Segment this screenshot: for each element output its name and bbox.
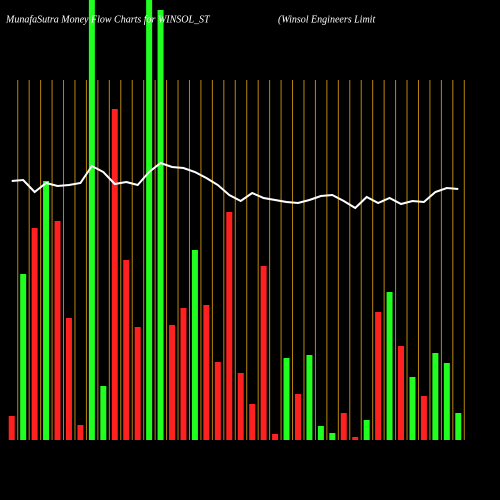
chart-subtitle: (Winsol Engineers Limit <box>278 14 375 25</box>
bar <box>226 212 233 440</box>
bar <box>306 355 313 440</box>
bar <box>214 362 221 440</box>
bar <box>43 181 50 440</box>
bar <box>294 394 301 440</box>
bar <box>375 312 382 440</box>
bar <box>54 221 61 440</box>
bar <box>8 416 15 440</box>
bar <box>111 109 118 440</box>
bar <box>146 0 153 440</box>
bar <box>100 386 107 440</box>
bar <box>203 305 210 440</box>
bar <box>352 437 359 440</box>
bar <box>283 358 290 440</box>
bar <box>260 266 267 440</box>
bar <box>317 426 324 440</box>
bar <box>123 260 130 440</box>
bar <box>249 404 256 440</box>
bar <box>20 274 27 440</box>
bar <box>77 425 84 440</box>
money-flow-line <box>11 161 459 210</box>
bar <box>134 327 141 440</box>
bar <box>432 353 439 440</box>
bars <box>8 0 462 440</box>
bar <box>169 325 176 440</box>
bar <box>329 433 336 440</box>
bar <box>398 346 405 440</box>
bar <box>420 396 427 440</box>
bar <box>237 373 244 440</box>
bar <box>455 413 462 440</box>
bar <box>31 228 38 440</box>
bar <box>340 413 347 440</box>
lines <box>11 161 459 210</box>
bar <box>272 434 279 440</box>
bar <box>409 377 416 440</box>
bar <box>180 308 187 440</box>
bar <box>157 10 164 440</box>
bar <box>191 250 198 440</box>
bar <box>65 318 72 440</box>
bar <box>363 420 370 440</box>
chart-title: MunafaSutra Money Flow Charts for WINSOL… <box>5 14 211 25</box>
bar <box>443 363 450 440</box>
bar <box>88 0 95 440</box>
grid <box>17 80 465 440</box>
bar <box>386 292 393 440</box>
